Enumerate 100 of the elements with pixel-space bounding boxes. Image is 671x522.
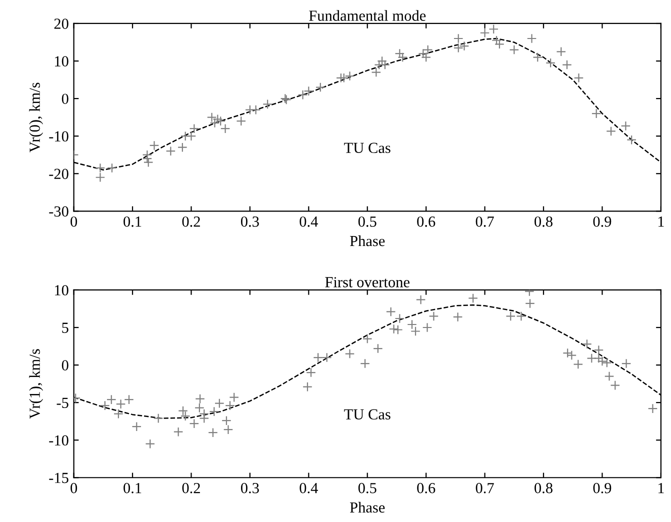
point	[626, 134, 637, 145]
point	[371, 67, 382, 78]
point	[250, 104, 261, 115]
point	[392, 324, 403, 335]
point	[313, 352, 323, 362]
point	[166, 146, 176, 156]
point	[410, 326, 420, 336]
x-tick-label: 0.3	[240, 216, 259, 227]
x-tick-label: 0.3	[240, 482, 259, 494]
point	[195, 394, 205, 404]
point	[480, 28, 490, 38]
x-tick-label: 0.4	[300, 482, 318, 494]
point	[428, 311, 439, 322]
point	[189, 418, 200, 429]
point	[223, 424, 234, 435]
point	[178, 406, 188, 416]
point	[186, 131, 196, 142]
point	[189, 124, 200, 134]
point	[173, 426, 184, 437]
y-tick-label: 0	[62, 94, 68, 104]
point	[209, 406, 220, 417]
y-tick-label: 20	[54, 18, 68, 29]
y-tick-label: 0	[62, 360, 68, 370]
point	[394, 48, 405, 58]
point	[386, 306, 396, 317]
x-tick-label: 0.9	[593, 216, 612, 227]
point	[315, 82, 326, 92]
point	[422, 322, 432, 332]
x-tick-label: 0	[70, 216, 78, 227]
x-tick-label: 0.8	[534, 216, 552, 227]
point	[153, 413, 164, 424]
point	[488, 24, 499, 34]
point	[380, 60, 390, 70]
point	[177, 142, 188, 152]
point	[556, 46, 566, 57]
y-tick-label: 10	[55, 56, 68, 66]
point	[372, 344, 383, 354]
point	[610, 380, 620, 390]
y-axis-title: Vr(1), km/s	[29, 349, 44, 419]
x-tick-label: 0.2	[182, 216, 200, 227]
point	[322, 352, 332, 362]
point	[421, 52, 432, 62]
y-tick-label: -15	[49, 472, 68, 484]
point	[494, 39, 504, 50]
x-tick-label: 0.7	[476, 482, 494, 494]
y-axis-title: Vr(0), km/s	[29, 82, 44, 152]
point	[95, 172, 106, 182]
point	[262, 99, 273, 110]
point	[194, 402, 204, 413]
point	[360, 358, 370, 368]
y-tick-label: -10	[49, 435, 68, 446]
point	[586, 353, 597, 364]
point	[573, 359, 584, 370]
point	[594, 353, 604, 364]
point	[604, 371, 614, 382]
x-tick-label: 0.2	[182, 482, 200, 494]
point	[142, 154, 152, 164]
point	[113, 408, 124, 419]
point	[516, 311, 526, 322]
y-tick-label: 10	[55, 285, 68, 296]
point	[344, 348, 355, 359]
point	[208, 428, 218, 438]
x-tick-label: 0.6	[417, 216, 436, 227]
y-tick-label: -30	[49, 206, 68, 217]
point	[620, 121, 631, 131]
point	[416, 294, 426, 305]
point	[566, 350, 577, 360]
x-tick-label: 0	[70, 482, 78, 494]
point	[621, 358, 632, 368]
point	[180, 411, 190, 422]
annotation: TU Cas	[344, 142, 390, 154]
point	[132, 422, 142, 432]
y-tick-label: 5	[62, 322, 68, 333]
point	[302, 382, 312, 392]
point	[220, 124, 230, 134]
point	[149, 140, 160, 150]
point	[525, 298, 535, 308]
point	[407, 320, 417, 330]
y-tick-label: -10	[49, 131, 68, 142]
point	[394, 314, 405, 324]
point	[212, 114, 223, 124]
point	[214, 398, 224, 408]
point	[453, 34, 464, 44]
point	[206, 112, 217, 122]
chart-title: Fundamental mode	[309, 10, 426, 21]
x-tick-label: 1	[658, 216, 664, 227]
point	[229, 392, 240, 402]
point	[492, 35, 502, 46]
x-tick-label: 1	[658, 483, 664, 494]
point	[506, 311, 516, 322]
point	[398, 52, 408, 62]
point	[591, 108, 602, 119]
point	[562, 348, 573, 358]
annotation: TU Cas	[344, 409, 390, 420]
point	[452, 312, 463, 322]
point	[236, 116, 246, 126]
point	[532, 52, 543, 62]
point	[594, 345, 604, 355]
x-tick-label: 0.4	[300, 216, 318, 227]
x-axis-title: Phase	[350, 235, 385, 246]
